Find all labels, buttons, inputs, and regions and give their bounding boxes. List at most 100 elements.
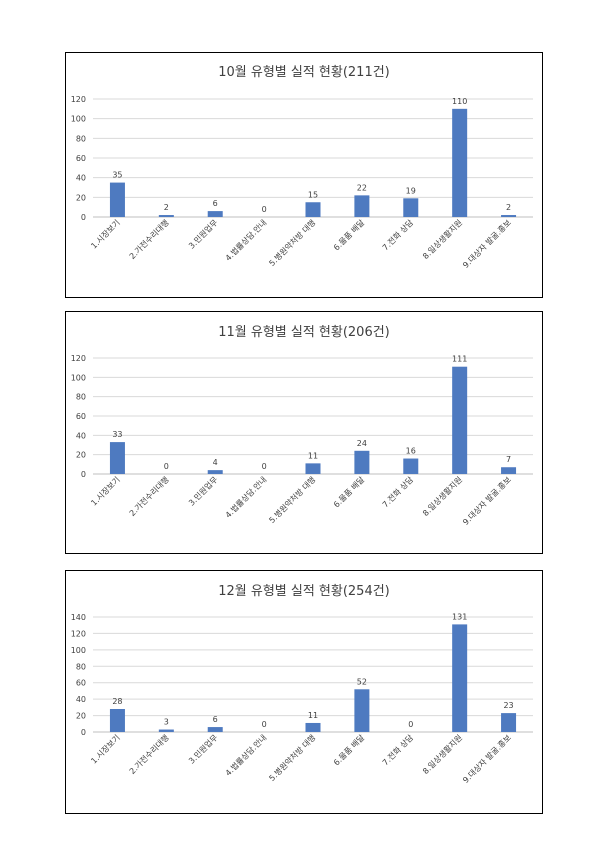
october-y-tick-label: 60 (76, 154, 86, 163)
october-category-label: 1.시장보기 (89, 217, 122, 250)
december-category-label: 9.대상자 발굴.홍보 (460, 732, 513, 785)
december-bar (158, 729, 174, 732)
november-data-label: 33 (112, 430, 122, 439)
december-y-tick-label: 120 (71, 629, 86, 638)
october-category-label: 4.법률상담.안내 (223, 217, 268, 262)
november-bar (305, 463, 321, 474)
chart-november: 11월 유형별 실적 현황(206건) 0 20 40 60 80 100 120 33 1.시장… (65, 311, 543, 554)
november-category-label: 3.민원업무 (186, 474, 219, 507)
december-bar (207, 727, 223, 732)
chart-october: 10월 유형별 실적 현황(211건) 0 20 40 60 80 100 120 35 1.시장… (65, 52, 543, 298)
chart-december-svg: 12월 유형별 실적 현황(254건)020406080100120140281… (71, 584, 533, 785)
december-y-tick-label: 0 (81, 728, 86, 737)
october-category-label: 7.전화 상담 (380, 217, 416, 253)
december-category-label: 7.전화 상담 (380, 732, 416, 768)
november-category-label: 7.전화 상담 (380, 474, 416, 510)
october-data-label: 0 (262, 205, 267, 214)
december-data-label: 28 (112, 697, 122, 706)
october-data-label: 2 (506, 203, 511, 212)
november-data-label: 11 (308, 451, 318, 460)
december-category-label: 6.물품 배달 (332, 733, 367, 768)
december-data-label: 3 (164, 718, 169, 727)
october-data-label: 35 (112, 171, 122, 180)
november-data-label: 7 (506, 455, 511, 464)
november-data-label: 24 (357, 439, 367, 448)
december-category-label: 8.일상생활지원 (420, 732, 464, 776)
october-data-label: 6 (213, 199, 218, 208)
december-data-label: 0 (262, 720, 267, 729)
october-data-label: 19 (406, 186, 416, 195)
december-category-label: 2.가전수리대행 (127, 732, 171, 776)
october-bar (158, 215, 174, 217)
october-chart-title: 10월 유형별 실적 현황(211건) (218, 65, 390, 80)
december-y-tick-label: 140 (71, 613, 86, 622)
november-bar (501, 467, 517, 474)
december-bar (305, 722, 321, 732)
chart-december: 12월 유형별 실적 현황(254건) 0 20 40 60 80 100 120 140 28 1… (65, 570, 543, 814)
november-bar (452, 366, 468, 474)
october-y-tick-label: 120 (71, 95, 86, 104)
december-y-tick-label: 80 (76, 662, 86, 671)
october-bar (452, 108, 468, 217)
october-category-label: 6.물품 배달 (332, 218, 367, 253)
november-category-label: 1.시장보기 (89, 474, 122, 507)
october-y-tick-label: 80 (76, 134, 86, 143)
november-category-label: 8.일상생활지원 (420, 474, 464, 518)
november-category-label: 5.병원약처방 대행 (267, 474, 318, 525)
december-y-tick-label: 60 (76, 679, 86, 688)
october-category-label: 5.병원약처방 대행 (267, 217, 318, 268)
november-data-label: 4 (213, 458, 218, 467)
october-y-tick-label: 0 (81, 213, 86, 222)
october-y-tick-label: 100 (71, 115, 86, 124)
october-y-tick-label: 40 (76, 174, 86, 183)
december-bar (501, 713, 517, 732)
october-category-label: 3.민원업무 (186, 217, 219, 250)
november-y-tick-label: 100 (71, 373, 86, 382)
october-bar (305, 202, 321, 217)
november-data-label: 0 (164, 462, 169, 471)
november-data-label: 0 (262, 462, 267, 471)
december-data-label: 23 (503, 701, 513, 710)
december-category-label: 1.시장보기 (89, 732, 122, 765)
november-y-tick-label: 0 (81, 470, 86, 479)
november-category-label: 9.대상자 발굴.홍보 (460, 474, 513, 527)
october-data-label: 22 (357, 183, 367, 192)
october-data-label: 2 (164, 203, 169, 212)
october-bar (109, 182, 125, 217)
december-chart-title: 12월 유형별 실적 현황(254건) (218, 584, 390, 599)
november-bar (207, 470, 223, 474)
november-y-tick-label: 40 (76, 431, 86, 440)
december-y-tick-label: 20 (76, 712, 86, 721)
october-category-label: 8.일상생활지원 (420, 217, 464, 261)
october-data-label: 110 (452, 97, 467, 106)
october-y-tick-label: 20 (76, 193, 86, 202)
october-bar (354, 195, 370, 217)
october-bar (403, 198, 419, 217)
november-category-label: 6.물품 배달 (332, 475, 367, 510)
october-bar (207, 211, 223, 217)
october-category-label: 9.대상자 발굴.홍보 (460, 217, 513, 270)
october-data-label: 15 (308, 190, 318, 199)
december-data-label: 52 (357, 677, 367, 686)
december-y-tick-label: 100 (71, 646, 86, 655)
december-data-label: 6 (213, 715, 218, 724)
december-data-label: 0 (408, 720, 413, 729)
november-y-tick-label: 20 (76, 451, 86, 460)
december-data-label: 11 (308, 711, 318, 720)
december-category-label: 4.법률상담.안내 (223, 732, 268, 777)
november-y-tick-label: 60 (76, 412, 86, 421)
chart-october-svg: 10월 유형별 실적 현황(211건)020406080100120351.시장… (71, 65, 533, 270)
november-data-label: 111 (452, 355, 467, 364)
november-category-label: 4.법률상담.안내 (223, 474, 268, 519)
december-category-label: 5.병원약처방 대행 (267, 732, 318, 783)
december-bar (354, 689, 370, 732)
november-bar (109, 442, 125, 474)
november-category-label: 2.가전수리대행 (127, 474, 171, 518)
december-data-label: 131 (452, 612, 467, 621)
december-y-tick-label: 40 (76, 695, 86, 704)
november-y-tick-label: 80 (76, 393, 86, 402)
november-data-label: 16 (406, 447, 416, 456)
december-bar (109, 709, 125, 732)
november-bar (403, 458, 419, 474)
november-bar (354, 450, 370, 474)
